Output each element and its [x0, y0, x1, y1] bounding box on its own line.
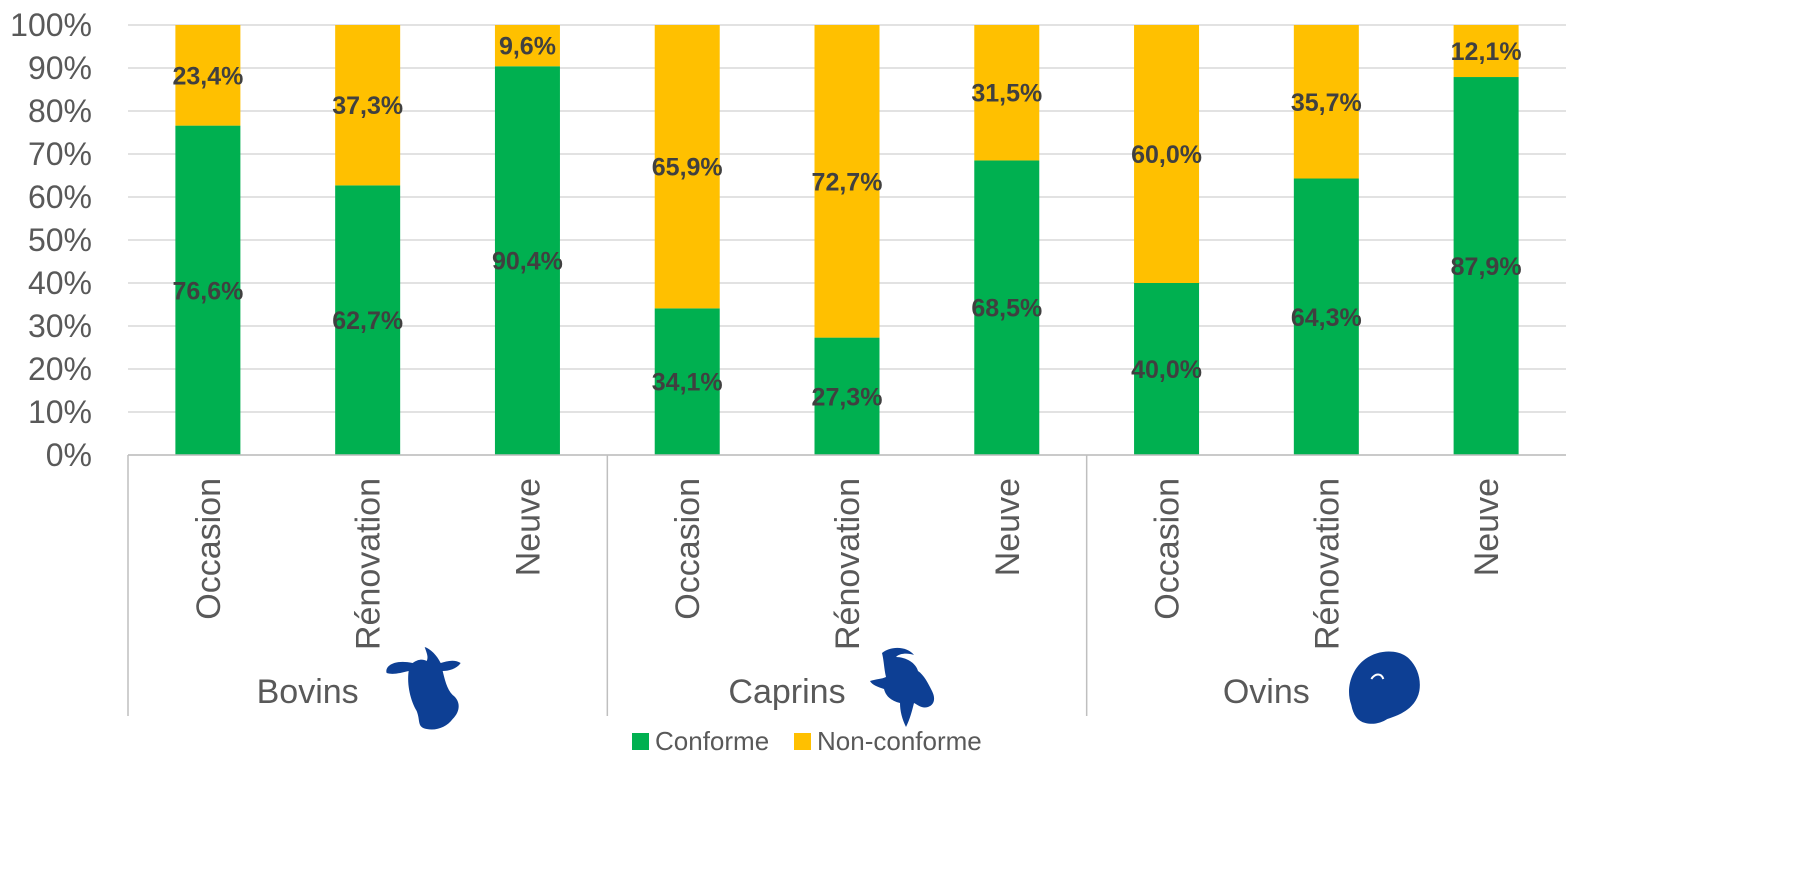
- data-label-conforme: 87,9%: [1451, 253, 1522, 281]
- sheep-head-icon: [1349, 651, 1420, 724]
- group-label: Caprins: [728, 673, 845, 711]
- data-label-non-conforme: 37,3%: [332, 92, 403, 120]
- y-tick-label: 30%: [28, 308, 92, 344]
- axis-layer: 0% 10% 20% 30% 40% 50% 60% 70% 80% 90% 100% Occasio…: [10, 7, 1566, 716]
- data-label-conforme: 68,5%: [971, 295, 1042, 323]
- data-label-non-conforme: 23,4%: [172, 62, 243, 90]
- legend: Conforme Non-conforme: [632, 726, 982, 756]
- bar-conforme: [654, 308, 720, 455]
- goat-head-shape: [870, 647, 935, 727]
- bar-conforme: [974, 160, 1040, 455]
- data-label-non-conforme: 65,9%: [652, 154, 723, 182]
- data-label-non-conforme: 12,1%: [1451, 38, 1522, 66]
- x-category-label: Neuve: [1468, 478, 1506, 576]
- x-category-label: Occasion: [1149, 478, 1187, 620]
- data-label-conforme: 34,1%: [652, 369, 723, 397]
- bar-non-conforme: [654, 25, 720, 309]
- group-label: Bovins: [257, 673, 359, 711]
- bar-conforme: [1134, 283, 1200, 455]
- y-tick-label: 100%: [10, 7, 92, 43]
- goat-head-icon: [870, 647, 935, 727]
- x-category-label: Neuve: [509, 478, 547, 576]
- sheep-head-shape: [1349, 651, 1420, 724]
- data-label-non-conforme: 31,5%: [971, 80, 1042, 108]
- cow-head-shape: [386, 647, 461, 730]
- legend-swatch: [632, 733, 649, 750]
- bar-non-conforme: [494, 25, 560, 67]
- legend-swatch: [794, 733, 811, 750]
- y-tick-label: 90%: [28, 50, 92, 86]
- sheep-ear-outline: [1370, 673, 1385, 680]
- group-label: Ovins: [1223, 673, 1310, 711]
- icons-layer: [386, 647, 1420, 730]
- y-tick-label: 60%: [28, 179, 92, 215]
- bar-non-conforme: [335, 25, 401, 186]
- bar-conforme: [814, 337, 880, 455]
- legend-label: Non-conforme: [817, 726, 982, 756]
- bar-conforme: [1453, 77, 1519, 455]
- data-label-non-conforme: 35,7%: [1291, 89, 1362, 117]
- bar-conforme: [494, 66, 560, 455]
- bar-conforme: [175, 125, 241, 456]
- x-category-label: Rénovation: [1308, 478, 1346, 650]
- y-tick-label: 0%: [46, 437, 92, 473]
- x-category-label: Rénovation: [350, 478, 388, 650]
- data-label-conforme: 40,0%: [1131, 356, 1202, 384]
- y-tick-label: 70%: [28, 136, 92, 172]
- data-label-non-conforme: 60,0%: [1131, 141, 1202, 169]
- data-label-non-conforme: 9,6%: [499, 33, 556, 61]
- data-label-non-conforme: 72,7%: [812, 168, 883, 196]
- y-tick-label: 40%: [28, 265, 92, 301]
- bars-layer: [175, 25, 1519, 456]
- y-tick-label: 50%: [28, 222, 92, 258]
- y-tick-label: 20%: [28, 351, 92, 387]
- data-label-conforme: 64,3%: [1291, 304, 1362, 332]
- bar-non-conforme: [814, 25, 880, 338]
- bar-conforme: [335, 185, 401, 455]
- data-label-conforme: 27,3%: [812, 383, 883, 411]
- y-tick-label: 80%: [28, 93, 92, 129]
- data-label-conforme: 62,7%: [332, 307, 403, 335]
- data-labels-layer: 76,6% 23,4% 62,7% 37,3% 90,4% 9,6% 34,1% 65,9% 2…: [172, 33, 1521, 412]
- cow-head-icon: [386, 647, 461, 730]
- data-label-conforme: 76,6%: [172, 277, 243, 305]
- bar-non-conforme: [974, 25, 1040, 161]
- bar-non-conforme: [175, 25, 241, 126]
- x-category-label: Occasion: [669, 478, 707, 620]
- x-category-label: Occasion: [190, 478, 228, 620]
- y-tick-label: 10%: [28, 394, 92, 430]
- bar-non-conforme: [1453, 25, 1519, 78]
- bar-conforme: [1293, 178, 1359, 455]
- x-category-label: Rénovation: [829, 478, 867, 650]
- legend-label: Conforme: [655, 726, 769, 756]
- x-category-label: Neuve: [989, 478, 1027, 576]
- bar-non-conforme: [1293, 25, 1359, 179]
- data-label-conforme: 90,4%: [492, 248, 563, 276]
- bar-non-conforme: [1134, 25, 1200, 283]
